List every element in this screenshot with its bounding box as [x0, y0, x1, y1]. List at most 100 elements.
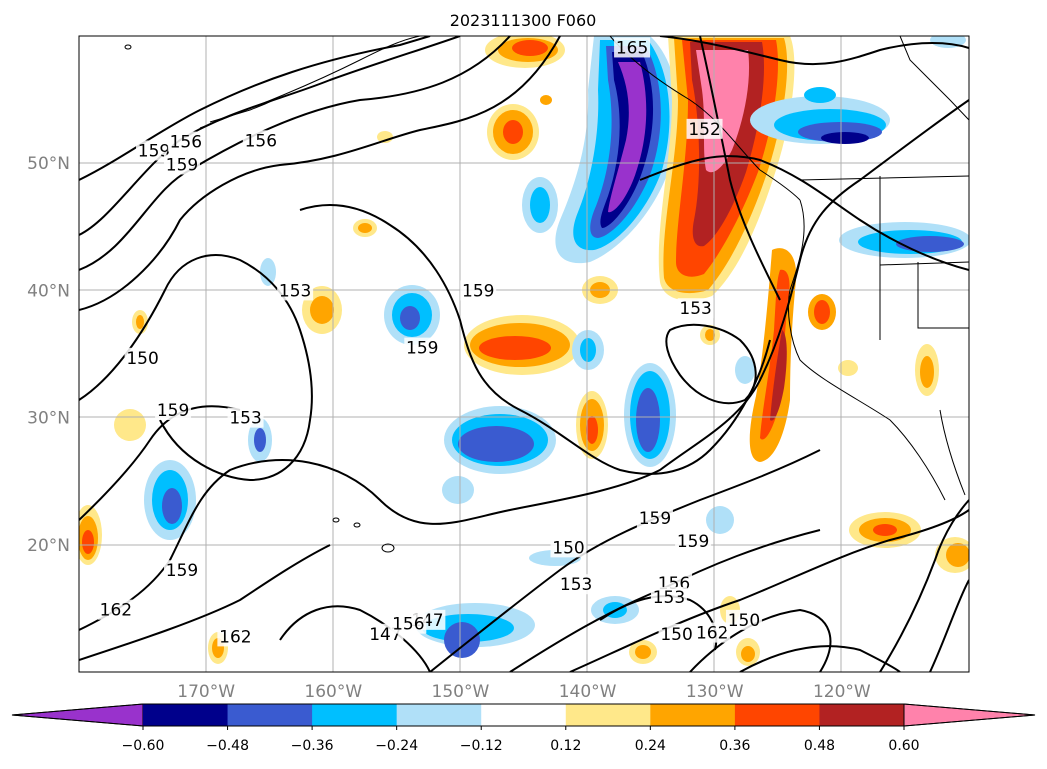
- colorbar-tick-label: −0.36: [291, 738, 334, 754]
- blob: [741, 646, 755, 662]
- contour-line: [79, 36, 561, 311]
- contour-label: 153: [229, 409, 261, 429]
- colorbar-tick-label: 0.36: [719, 738, 750, 754]
- contour-label-background: [658, 623, 695, 644]
- contour-line: [79, 36, 461, 236]
- x-axis-ticks: 170°W 160°W 150°W 140°W 130°W 120°W: [177, 682, 871, 702]
- contour-label-background: [242, 130, 279, 151]
- y-tick-label: 40°N: [27, 281, 70, 301]
- gridlines: [79, 36, 969, 672]
- blob: [636, 388, 660, 452]
- contour-label: 150: [552, 538, 584, 558]
- blob: [838, 360, 858, 376]
- colorbar-swatch: [312, 704, 398, 726]
- contour-label-background: [558, 574, 595, 595]
- contour-label-background: [97, 599, 134, 620]
- colorbar-tick-label: 0.24: [635, 738, 666, 754]
- contour-label-background: [675, 530, 712, 551]
- contour-line: [79, 544, 331, 661]
- colorbar-swatch: [734, 704, 820, 726]
- contour-label-background: [404, 337, 441, 358]
- contour-label: 150: [660, 625, 692, 645]
- contour-label: 153: [653, 588, 685, 608]
- contour-lines: [79, 36, 969, 672]
- contour-label: 156: [170, 133, 202, 153]
- colorbar: −0.60 −0.48 −0.36 −0.24 −0.12 0.12 0.24 0.36 0.4…: [11, 703, 1036, 754]
- contour-label: 159: [406, 339, 438, 359]
- blob: [706, 506, 734, 534]
- colorbar-tick-label: −0.12: [460, 738, 503, 754]
- blob: [946, 543, 969, 567]
- contour-label-background: [227, 407, 264, 428]
- contour-line: [569, 509, 969, 672]
- chart-title: 2023111300 F060: [450, 11, 597, 30]
- positive-streak-core: [770, 330, 787, 421]
- x-tick-label: 170°W: [177, 682, 235, 702]
- blob: [479, 336, 551, 360]
- blob: [310, 296, 334, 324]
- contour-label-background: [124, 347, 161, 368]
- contour-label-background: [550, 537, 587, 558]
- colorbar-swatch: [819, 704, 905, 726]
- positive-streak-inner: [760, 269, 790, 440]
- contour-label: 165: [616, 38, 648, 58]
- contour-label: 159: [166, 155, 198, 175]
- y-axis-ticks: 50°N 40°N 30°N 20°N: [27, 154, 70, 556]
- contour-label: 156: [245, 131, 277, 151]
- y-tick-label: 50°N: [27, 154, 70, 174]
- contour-line: [739, 645, 901, 672]
- blob: [114, 409, 146, 441]
- contour-line: [299, 204, 771, 475]
- contour-label-background: [390, 613, 427, 634]
- contour-label: 162: [100, 601, 132, 621]
- contour-label-background: [167, 131, 204, 152]
- contour-label: 159: [138, 141, 170, 161]
- contour-label: 162: [696, 624, 728, 644]
- negative-anomaly-core: [608, 62, 647, 213]
- contour-line: [279, 605, 431, 672]
- shaded-anomaly-fields: [79, 36, 969, 666]
- colorbar-swatch: [227, 704, 313, 726]
- blob: [503, 120, 523, 144]
- contour-label-background: [277, 280, 314, 301]
- contour-line: [699, 36, 781, 301]
- blob: [442, 476, 474, 504]
- contour-label-background: [636, 508, 673, 529]
- blob: [735, 356, 755, 384]
- blob: [136, 315, 144, 329]
- blob: [920, 356, 934, 388]
- blob: [260, 258, 276, 286]
- contour-label: 150: [728, 611, 760, 631]
- contour-label-background: [614, 37, 651, 58]
- x-tick-label: 130°W: [686, 682, 744, 702]
- contour-label-background: [686, 118, 723, 139]
- colorbar-tick-label: −0.48: [206, 738, 249, 754]
- blob: [540, 95, 552, 105]
- contour-line: [79, 36, 431, 181]
- contour-label-background: [460, 280, 497, 301]
- blob: [358, 223, 372, 233]
- blob: [896, 236, 964, 252]
- blob: [705, 329, 715, 341]
- contour-label-background: [650, 586, 687, 607]
- blob: [400, 306, 420, 330]
- contour-label: 152: [688, 120, 720, 140]
- colorbar-swatch: [396, 704, 482, 726]
- blob: [873, 524, 897, 536]
- colorbar-swatch: [143, 704, 229, 726]
- contour-label-background: [163, 154, 200, 175]
- contour-label: 159: [462, 281, 494, 301]
- contour-label-background: [694, 622, 731, 643]
- contour-line: [79, 99, 969, 631]
- contour-line: [429, 449, 821, 672]
- colorbar-tick-label: −0.60: [122, 738, 165, 754]
- contour-label-background: [725, 609, 762, 630]
- x-tick-label: 150°W: [432, 682, 490, 702]
- contour-line: [689, 608, 832, 672]
- contour-line: [79, 405, 241, 521]
- x-tick-label: 120°W: [813, 682, 871, 702]
- contour-line: [929, 579, 969, 672]
- contour-label: 156: [392, 615, 424, 635]
